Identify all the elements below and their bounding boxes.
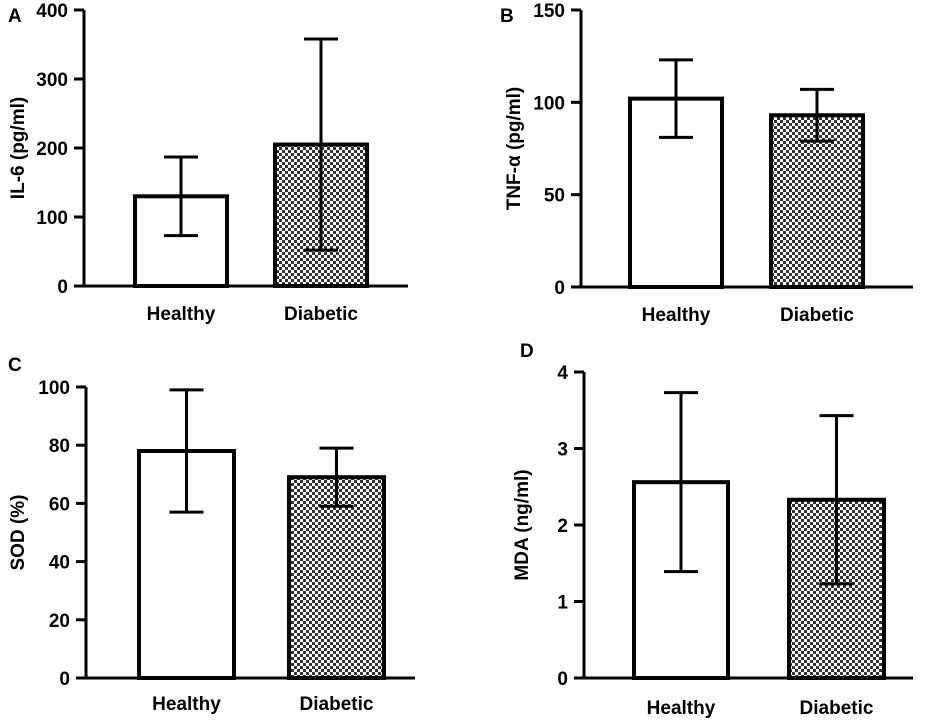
y-tick-label: 100 [36, 208, 68, 229]
panel-a: A IL-6 (pg/ml) 0 100 200 300 400 Healthy Diabeti… [8, 1, 408, 325]
category-label-healthy: Healthy [647, 698, 716, 719]
y-tick-label: 300 [36, 70, 68, 91]
category-label-diabetic: Diabetic [800, 698, 874, 719]
y-tick-label: 20 [49, 611, 70, 632]
y-axis-title: IL-6 (pg/ml) [8, 97, 29, 199]
y-tick-label: 4 [557, 363, 568, 384]
y-axis-title: SOD (%) [8, 495, 29, 571]
panel-c: C SOD (%) 0 20 40 60 80 100 Healthy Diabetic [8, 355, 415, 715]
panel-b: B TNF-α (pg/ml) 0 50 100 150 Healthy Diabetic [500, 1, 913, 326]
y-tick-label: 60 [49, 494, 70, 515]
y-tick-label: 200 [36, 139, 68, 160]
y-tick-label: 0 [557, 669, 568, 690]
category-label-diabetic: Diabetic [284, 304, 358, 325]
y-tick-label: 0 [57, 277, 68, 298]
bar-diabetic [287, 475, 386, 680]
y-axis-title: TNF-α (pg/ml) [504, 87, 525, 211]
y-tick-label: 2 [557, 516, 568, 537]
panel-letter: C [8, 355, 22, 376]
y-tick-label: 1 [557, 593, 568, 614]
panel-letter: B [500, 6, 514, 27]
y-tick-label: 0 [554, 278, 565, 299]
y-tick-label: 400 [36, 1, 68, 22]
category-label-diabetic: Diabetic [780, 305, 854, 326]
y-tick-label: 150 [533, 1, 565, 22]
panel-letter: D [520, 341, 534, 362]
y-axis-title: MDA (ng/ml) [512, 469, 533, 580]
panel-d: D MDA (ng/ml) 0 1 2 3 4 Healthy Diabetic [512, 341, 913, 719]
y-tick-label: 50 [544, 186, 565, 207]
y-tick-label: 0 [59, 669, 70, 690]
category-label-healthy: Healthy [152, 694, 221, 715]
panel-letter: A [8, 6, 22, 27]
y-tick-label: 100 [38, 378, 70, 399]
category-label-healthy: Healthy [642, 305, 711, 326]
y-tick-label: 40 [49, 553, 70, 574]
category-label-diabetic: Diabetic [300, 694, 374, 715]
y-tick-label: 100 [533, 93, 565, 114]
category-label-healthy: Healthy [147, 304, 216, 325]
y-tick-label: 3 [557, 440, 568, 461]
y-tick-label: 80 [49, 436, 70, 457]
